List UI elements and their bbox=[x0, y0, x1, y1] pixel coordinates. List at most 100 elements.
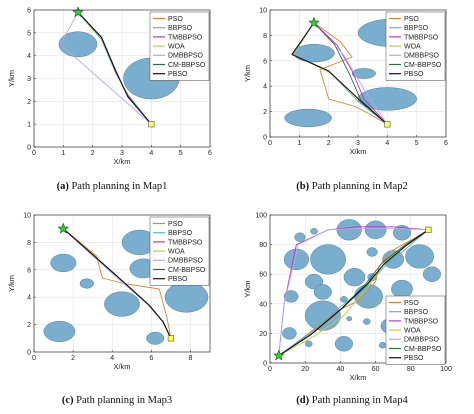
legend-label-dmbbpso: DMBBPSO bbox=[168, 53, 204, 60]
start-star-icon bbox=[57, 222, 70, 234]
x-tick-label: 8 bbox=[188, 355, 192, 362]
y-tick-label: 40 bbox=[259, 301, 267, 308]
legend-label-bbpso: BBPSO bbox=[168, 230, 193, 237]
subplot-caption: (d) Path planning in Map4 bbox=[296, 395, 408, 406]
y-tick-label: 6 bbox=[27, 8, 31, 15]
obstacle bbox=[354, 284, 383, 309]
x-tick-label: 6 bbox=[208, 150, 212, 157]
obstacle bbox=[310, 228, 318, 235]
y-tick-label: 5 bbox=[27, 30, 31, 37]
legend-label-bbpso: BBPSO bbox=[404, 25, 429, 32]
axes-frame bbox=[33, 214, 211, 353]
series-line-cm-bbpso bbox=[313, 22, 388, 125]
x-tick-label: 4 bbox=[385, 140, 389, 147]
obstacle bbox=[364, 220, 387, 239]
obstacle bbox=[313, 284, 332, 300]
x-axis-label: X/km bbox=[349, 147, 366, 156]
caption-text: Path planning in Map3 bbox=[74, 395, 173, 406]
x-tick-label: 3 bbox=[120, 150, 124, 157]
obstacle bbox=[363, 318, 371, 325]
y-tick-label: 2 bbox=[263, 109, 267, 116]
subplot-4: 0 20 40 60 80 100 0 20 40 60 80 100 X/km Y/km PSO BBPSO… bbox=[243, 213, 452, 407]
legend: PSO BBPSO TMBBPSO WOA DMBBPSO CM-BBPSO PBSO bbox=[149, 216, 210, 286]
legend-label-pso: PSO bbox=[168, 16, 183, 23]
y-tick-label: 4 bbox=[263, 84, 267, 91]
series-line-pso bbox=[313, 22, 388, 125]
x-tick-label: 5 bbox=[179, 150, 183, 157]
goal-square-icon bbox=[384, 121, 391, 128]
obstacle bbox=[282, 327, 297, 340]
obstacle bbox=[340, 296, 348, 303]
subplot-caption: (c) Path planning in Map3 bbox=[62, 395, 172, 406]
y-tick-label: 80 bbox=[259, 242, 267, 249]
y-axis-label: Y/km bbox=[7, 275, 16, 292]
y-tick-label: 8 bbox=[263, 33, 267, 40]
caption-text: Path planning in Map1 bbox=[69, 181, 168, 192]
x-axis-label: X/km bbox=[349, 373, 366, 382]
obstacle bbox=[405, 244, 434, 269]
y-tick-label: 10 bbox=[23, 213, 31, 220]
y-tick-label: 6 bbox=[27, 267, 31, 274]
obstacle bbox=[79, 278, 94, 289]
start-star-icon bbox=[72, 6, 84, 18]
obstacle bbox=[146, 331, 165, 345]
goal-square-icon bbox=[167, 335, 174, 342]
subplot-caption: (a) Path planning in Map1 bbox=[57, 181, 168, 192]
series-line-dmbbpso bbox=[278, 227, 429, 356]
x-tick-label: 4 bbox=[149, 150, 153, 157]
y-tick-label: 0 bbox=[263, 361, 267, 368]
series-line-pbso bbox=[77, 11, 152, 125]
legend-label-dmbbpso: DMBBPSO bbox=[168, 258, 204, 265]
y-axis-label: Y/km bbox=[243, 65, 252, 82]
series-line-pbso bbox=[278, 229, 429, 357]
x-tick-label: 40 bbox=[337, 366, 345, 373]
y-tick-label: 20 bbox=[259, 331, 267, 338]
series-line-dmbbpso bbox=[59, 12, 152, 125]
y-tick-label: 0 bbox=[263, 135, 267, 142]
obstacle bbox=[422, 266, 441, 282]
legend-label-pbso: PBSO bbox=[168, 276, 188, 283]
series-line-bbpso bbox=[278, 229, 429, 356]
x-tick-label: 2 bbox=[71, 355, 75, 362]
y-tick-label: 4 bbox=[27, 53, 31, 60]
legend-label-pbso: PBSO bbox=[404, 71, 424, 78]
series-line-bbpso bbox=[77, 12, 152, 125]
obstacle bbox=[346, 316, 353, 322]
legend-label-cm-bbpso: CM-BBPSO bbox=[168, 62, 206, 69]
legend-label-cm-bbpso: CM-BBPSO bbox=[168, 267, 206, 274]
y-tick-label: 10 bbox=[259, 8, 267, 15]
legend-label-bbpso: BBPSO bbox=[168, 25, 193, 32]
legend-box bbox=[149, 11, 210, 81]
legend-label-woa: WOA bbox=[404, 328, 421, 335]
x-tick-label: 4 bbox=[110, 355, 114, 362]
legend-label-dmbbpso: DMBBPSO bbox=[404, 53, 440, 60]
subplot-3: 0 2 4 6 8 0 2 4 6 8 10 X/km Y/km PSO BBPSO TMBBPSO WOA DM… bbox=[7, 213, 211, 406]
y-tick-label: 100 bbox=[255, 213, 267, 220]
x-tick-label: 20 bbox=[301, 366, 309, 373]
legend-label-tmbbpso: TMBBPSO bbox=[168, 239, 203, 246]
y-tick-label: 4 bbox=[27, 295, 31, 302]
x-tick-label: 0 bbox=[268, 140, 272, 147]
legend-label-cm-bbpso: CM-BBPSO bbox=[404, 346, 442, 353]
legend-label-tmbbpso: TMBBPSO bbox=[404, 318, 439, 325]
x-tick-label: 3 bbox=[356, 140, 360, 147]
y-tick-label: 6 bbox=[263, 58, 267, 65]
x-tick-label: 1 bbox=[61, 150, 65, 157]
obstacle bbox=[334, 336, 353, 352]
subplot-2: 0 1 2 3 4 5 6 0 2 4 6 8 10 X/km Y/km PSO BBPSO TMBBPSO WOA… bbox=[243, 8, 448, 193]
series-line-pso bbox=[278, 229, 429, 356]
x-tick-label: 100 bbox=[440, 366, 452, 373]
y-tick-label: 60 bbox=[259, 272, 267, 279]
caption-letter: (b) bbox=[296, 181, 309, 192]
obstacle bbox=[293, 44, 335, 63]
y-tick-label: 0 bbox=[27, 145, 31, 152]
x-tick-label: 5 bbox=[415, 140, 419, 147]
caption-letter: (c) bbox=[62, 395, 74, 406]
caption-letter: (d) bbox=[296, 395, 309, 406]
y-tick-label: 0 bbox=[27, 350, 31, 357]
subplot-1: 0 1 2 3 4 5 6 0 1 2 3 4 5 6 X/km Y/km PSO BBPSO TMBBPSO WOA… bbox=[7, 6, 212, 192]
obstacle bbox=[366, 247, 378, 257]
series-line-pbso bbox=[62, 228, 172, 339]
y-tick-label: 3 bbox=[27, 76, 31, 83]
legend-label-woa: WOA bbox=[168, 44, 185, 51]
